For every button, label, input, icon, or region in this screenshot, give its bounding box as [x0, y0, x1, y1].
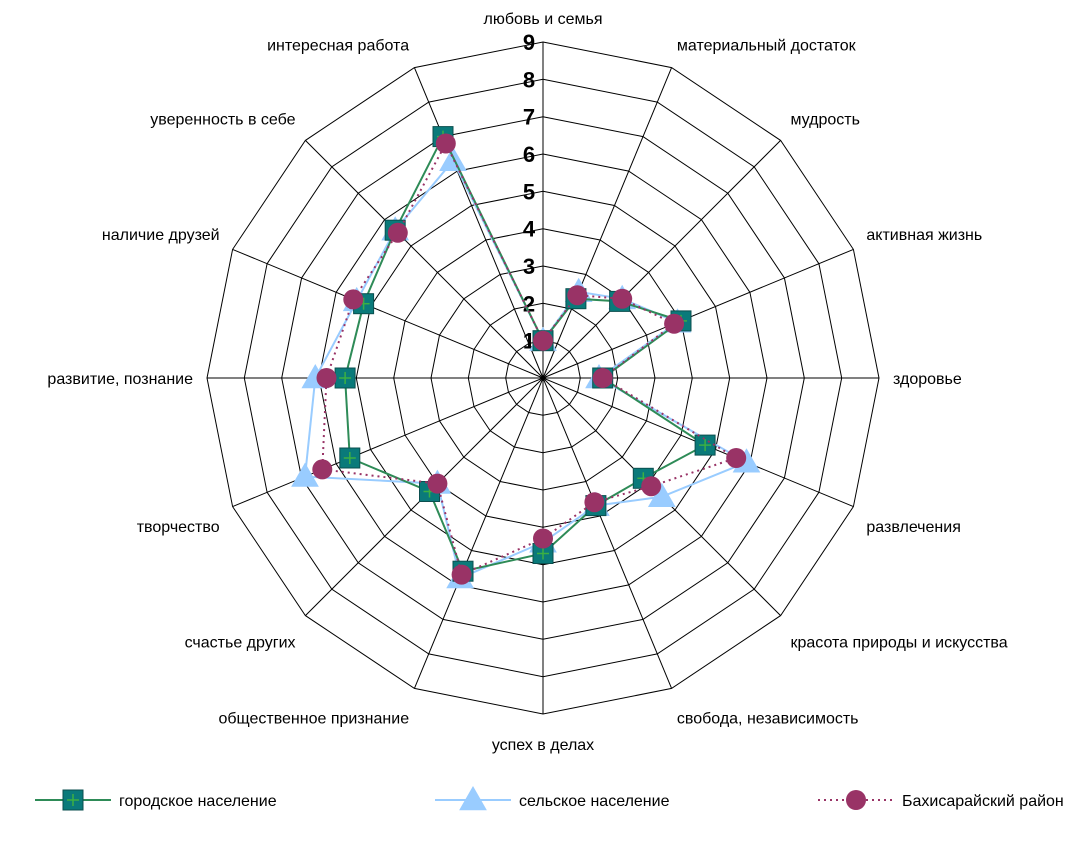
data-point	[291, 462, 319, 487]
category-label: развлечения	[866, 519, 960, 536]
tick-label: 6	[523, 142, 535, 167]
series-1	[291, 146, 761, 589]
axis-spoke	[542, 377, 673, 689]
axis-spoke	[542, 67, 673, 379]
legend-label: сельское население	[519, 793, 670, 810]
data-point	[312, 459, 333, 480]
tick-label: 2	[523, 291, 535, 316]
data-point	[641, 476, 662, 497]
tick-label: 7	[523, 105, 535, 130]
category-label: интересная работа	[267, 38, 409, 55]
series-layer	[291, 126, 761, 589]
legend-item: Бахисарайский район	[818, 790, 1064, 810]
category-label: мудрость	[791, 111, 860, 128]
data-point	[584, 492, 605, 513]
tick-label: 4	[523, 217, 536, 242]
data-point	[387, 222, 408, 243]
category-label: творчество	[137, 519, 220, 536]
tick-label: 8	[523, 67, 535, 92]
axis-spoke	[232, 377, 544, 508]
data-point	[451, 564, 472, 585]
data-point	[427, 473, 448, 494]
legend-label: Бахисарайский район	[902, 793, 1064, 810]
axis-spoke	[232, 248, 544, 379]
category-label: развитие, познание	[47, 371, 193, 388]
series-line	[321, 141, 739, 576]
axis-spoke	[305, 140, 544, 379]
data-point	[612, 288, 633, 309]
legend-label: городское население	[119, 793, 277, 810]
data-point	[664, 313, 685, 334]
data-point	[316, 368, 337, 388]
axis-spoke	[413, 67, 544, 379]
data-point	[592, 368, 613, 388]
category-label: наличие друзей	[102, 227, 220, 244]
category-labels: любовь и семья материальный достаток мудро…	[47, 11, 1007, 754]
category-label: счастье других	[185, 635, 296, 652]
legend-item: городское население	[35, 789, 277, 811]
category-label: активная жизнь	[866, 227, 982, 244]
data-point	[343, 289, 364, 310]
category-label: любовь и семья	[484, 11, 603, 28]
tick-label: 3	[523, 254, 535, 279]
data-point	[435, 133, 456, 154]
data-point	[533, 528, 553, 549]
tick-label: 9	[523, 30, 535, 55]
category-label: материальный достаток	[677, 38, 857, 55]
tick-label: 5	[523, 179, 535, 204]
category-label: общественное признание	[218, 710, 409, 727]
category-label: успех в делах	[492, 737, 594, 754]
category-label: уверенность в себе	[150, 111, 295, 128]
legend-item: сельское население	[435, 785, 670, 811]
data-point	[726, 448, 747, 468]
category-label: свобода, независимость	[677, 710, 859, 727]
series-2	[312, 133, 747, 585]
legend-marker	[846, 790, 866, 810]
legend: городское население сельское население Бах…	[35, 785, 1064, 811]
axis-spoke	[542, 248, 854, 379]
data-point	[533, 330, 553, 351]
legend-marker	[459, 785, 487, 811]
category-label: здоровье	[893, 371, 962, 388]
axis-spoke	[542, 140, 781, 379]
axis-spoke	[413, 377, 544, 689]
category-label: красота природы и искусства	[791, 635, 1008, 652]
data-point	[567, 285, 588, 306]
